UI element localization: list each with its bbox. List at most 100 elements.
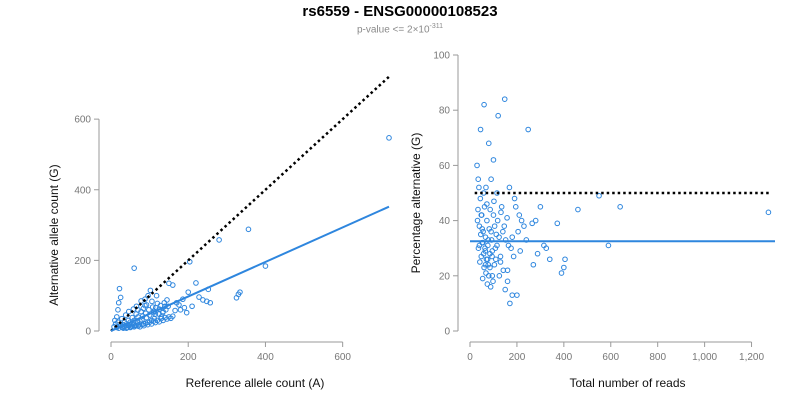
data-point bbox=[138, 298, 144, 304]
data-point bbox=[482, 248, 489, 254]
data-point bbox=[481, 264, 487, 271]
data-point bbox=[484, 217, 490, 224]
data-point bbox=[491, 198, 497, 205]
data-point bbox=[596, 192, 602, 199]
data-point bbox=[161, 299, 168, 306]
data-point bbox=[525, 126, 531, 133]
x-axis-label: Reference allele count (A) bbox=[186, 376, 325, 390]
data-point bbox=[477, 126, 484, 133]
subtitle-prefix: p-value <= 2×10 bbox=[356, 24, 430, 36]
data-point bbox=[245, 226, 252, 233]
data-point bbox=[476, 223, 483, 229]
data-point bbox=[605, 242, 612, 249]
data-point bbox=[509, 234, 516, 240]
data-point bbox=[476, 184, 482, 191]
data-point bbox=[116, 285, 123, 292]
data-point bbox=[474, 162, 480, 169]
data-point bbox=[477, 231, 484, 238]
data-point bbox=[475, 245, 482, 251]
data-point bbox=[509, 292, 516, 298]
x-tick-label: 200 bbox=[509, 352, 526, 363]
data-point bbox=[216, 237, 222, 243]
data-point bbox=[530, 261, 537, 268]
data-point bbox=[115, 307, 121, 313]
data-point bbox=[488, 228, 494, 235]
data-point bbox=[262, 263, 269, 269]
x-tick-label: 1,000 bbox=[692, 352, 717, 363]
data-point bbox=[541, 242, 547, 249]
data-point bbox=[146, 307, 152, 313]
data-point bbox=[518, 217, 525, 224]
data-point bbox=[115, 299, 122, 306]
left-scatter-panel: 0 200 400 600 0 200 400 600 Reference allele cou… bbox=[47, 75, 392, 390]
data-point bbox=[508, 245, 514, 251]
data-point bbox=[575, 206, 581, 213]
data-point bbox=[501, 96, 508, 102]
x-tick-label: 400 bbox=[257, 352, 274, 363]
x-tick-label: 400 bbox=[556, 352, 573, 363]
data-point bbox=[153, 292, 160, 299]
data-point bbox=[494, 242, 500, 249]
data-point bbox=[196, 294, 202, 300]
y-tick-label: 40 bbox=[439, 216, 451, 227]
data-point bbox=[491, 261, 498, 268]
data-point bbox=[498, 204, 505, 210]
data-point bbox=[512, 204, 519, 210]
data-point bbox=[507, 300, 513, 307]
reference-line-dotted bbox=[110, 75, 390, 332]
data-point bbox=[193, 280, 199, 286]
data-point bbox=[131, 265, 137, 271]
data-point bbox=[496, 273, 503, 279]
data-point bbox=[166, 280, 172, 287]
y-axis-label: Alternative allele count (G) bbox=[47, 164, 61, 305]
data-point bbox=[504, 278, 511, 285]
x-tick-label: 600 bbox=[602, 352, 619, 363]
data-point bbox=[143, 302, 150, 308]
data-point bbox=[506, 184, 513, 191]
data-point bbox=[490, 157, 497, 163]
data-point bbox=[200, 297, 206, 303]
y-tick-label: 80 bbox=[439, 106, 451, 117]
data-point bbox=[177, 307, 184, 313]
y-tick-label: 20 bbox=[439, 271, 451, 282]
data-point bbox=[487, 264, 493, 271]
x-tick-label: 0 bbox=[467, 352, 473, 363]
data-point bbox=[479, 275, 486, 282]
data-point bbox=[475, 206, 481, 213]
y-tick-label: 400 bbox=[74, 185, 91, 196]
data-point bbox=[482, 245, 488, 251]
data-point bbox=[561, 264, 567, 271]
data-point bbox=[477, 259, 483, 265]
x-tick-label: 600 bbox=[334, 352, 351, 363]
data-point bbox=[558, 270, 565, 276]
data-point bbox=[493, 231, 500, 238]
data-point bbox=[492, 245, 499, 251]
data-point bbox=[497, 259, 504, 265]
data-point bbox=[207, 299, 214, 306]
data-point bbox=[478, 212, 485, 218]
data-point bbox=[483, 270, 489, 276]
data-point bbox=[521, 223, 527, 229]
data-point bbox=[477, 195, 484, 202]
data-point bbox=[484, 281, 491, 287]
data-point bbox=[511, 195, 518, 202]
data-point bbox=[537, 204, 544, 210]
data-point bbox=[489, 253, 495, 260]
data-point bbox=[185, 289, 192, 295]
data-point bbox=[235, 291, 242, 298]
data-point bbox=[129, 314, 136, 321]
data-point bbox=[485, 273, 492, 279]
data-point bbox=[516, 212, 523, 218]
y-tick-label: 100 bbox=[433, 51, 450, 62]
data-point bbox=[504, 215, 510, 221]
x-tick-label: 800 bbox=[649, 352, 666, 363]
chart-subtitle: p-value <= 2×10-311 bbox=[0, 23, 800, 35]
data-point bbox=[765, 209, 772, 216]
data-point bbox=[386, 135, 392, 141]
data-point bbox=[490, 278, 496, 285]
y-tick-label: 60 bbox=[439, 161, 451, 172]
data-point bbox=[487, 284, 494, 290]
data-point bbox=[487, 206, 493, 213]
data-point bbox=[502, 286, 508, 293]
